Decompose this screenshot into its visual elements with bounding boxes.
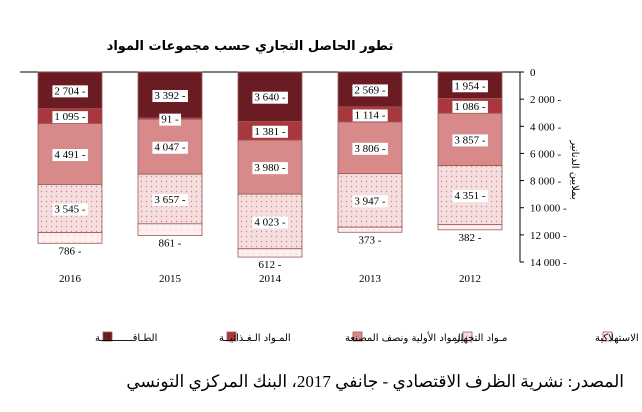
data-label-consumer-2013: 373 -: [359, 234, 382, 246]
bar-segment-consumer-2013: [337, 226, 403, 233]
y-tick-label: 4 000 -: [530, 121, 562, 133]
data-label-raw-2015: 4 047 -: [154, 142, 186, 154]
y-tick-label: 2 000 -: [530, 94, 562, 106]
data-label-food-2015: 91 -: [161, 114, 179, 126]
data-label-bg: [52, 85, 88, 98]
legend-swatch-energy: [102, 331, 113, 342]
legend-label-equipment: مـواد التجهيز: [454, 333, 507, 344]
data-label-raw-2013: 3 806 -: [354, 143, 386, 155]
data-label-bg: [352, 142, 388, 155]
legend-swatch-food: [226, 331, 237, 342]
data-label-food-2014: 1 381 -: [254, 126, 286, 138]
x-tick-label-2014: 2014: [259, 273, 282, 285]
data-label-equipment-2015: 3 657 -: [154, 194, 186, 206]
legend-swatch-consumer: [602, 331, 613, 342]
data-label-energy-2012: 1 954 -: [454, 80, 486, 92]
y-tick-label: 14 000 -: [530, 257, 567, 269]
data-label-energy-2016: 2 704 -: [54, 85, 86, 97]
plot-area: 0 2 000 - 4 000 - 6 000 - 8 000 - 10 000 - 12 …: [20, 67, 580, 285]
bar-segment-raw-2013: [337, 121, 403, 175]
y-tick-label: 8 000 -: [530, 176, 562, 188]
legend-label-consumer: الـمـواد الاستهلاكية: [595, 333, 642, 344]
data-label-bg: [352, 109, 388, 122]
x-tick-label-2015: 2015: [159, 273, 182, 285]
chart-title: تطور الحاصل التجاري حسب مجموعات المواد: [107, 39, 394, 54]
data-label-equipment-2016: 3 545 -: [54, 204, 86, 216]
data-label-bg: [352, 195, 388, 208]
data-label-bg: [52, 203, 88, 216]
stacked-bar-chart: تطور الحاصل التجاري حسب مجموعات المواد 0…: [20, 39, 642, 344]
y-tick-label: 12 000 -: [530, 230, 567, 242]
data-label-energy-2014: 3 640 -: [254, 92, 286, 104]
x-tick-label-2012: 2012: [459, 273, 481, 285]
data-label-bg: [152, 194, 188, 207]
y-tick-label: 6 000 -: [530, 148, 562, 160]
data-label-equipment-2012: 4 351 -: [454, 190, 486, 202]
bar-segment-consumer-2014: [237, 248, 303, 258]
data-label-food-2013: 1 114 -: [355, 109, 386, 121]
legend-label-raw: المواد الأولية ونصف المصنعة: [345, 331, 463, 344]
data-label-bg: [352, 84, 388, 97]
y-axis-label: بملايين الدنانير: [569, 139, 580, 199]
x-tick-label-2016: 2016: [59, 273, 82, 285]
y-tick-label: 0: [530, 67, 536, 79]
x-tick-label-2013: 2013: [359, 273, 382, 285]
y-tick-label: 10 000 -: [530, 203, 567, 215]
data-label-bg: [452, 100, 488, 113]
data-label-bg: [152, 141, 188, 154]
data-label-food-2016: 1 095 -: [54, 111, 86, 123]
data-label-energy-2015: 3 392 -: [154, 90, 186, 102]
data-label-bg: [452, 80, 488, 93]
data-label-bg: [252, 162, 288, 175]
data-label-consumer-2014: 612 -: [259, 259, 282, 271]
data-label-bg: [152, 90, 188, 103]
bar-segment-consumer-2015: [137, 223, 203, 236]
legend-label-food: المـواد الـغـذائيــة: [219, 333, 291, 344]
data-label-equipment-2013: 3 947 -: [354, 195, 386, 207]
legend-swatch-equipment: [462, 331, 473, 342]
data-label-consumer-2015: 861 -: [159, 238, 182, 250]
data-label-raw-2014: 3 980 -: [254, 162, 286, 174]
data-label-food-2012: 1 086 -: [454, 101, 486, 113]
data-label-bg: [52, 149, 88, 162]
data-label-bg: [159, 113, 182, 126]
legend-label-energy: الطـاقـــــــــــة: [95, 333, 157, 344]
data-label-bg: [252, 91, 288, 104]
legend: الطـاقـــــــــــة المـواد الـغـذائيــة ال…: [95, 331, 642, 344]
bar-segment-consumer-2016: [37, 232, 103, 244]
data-label-consumer-2012: 382 -: [459, 232, 482, 244]
data-label-bg: [452, 134, 488, 147]
source-note: المصدر: نشرية الظرف الاقتصادي - جانفي 20…: [126, 372, 624, 391]
data-label-equipment-2014: 4 023 -: [254, 216, 286, 228]
bar-segment-consumer-2012: [437, 224, 503, 231]
data-label-raw-2016: 4 491 -: [54, 149, 86, 161]
bar-segment-energy-2015: [137, 71, 203, 119]
data-label-bg: [52, 111, 88, 124]
data-label-bg: [452, 190, 488, 203]
data-label-bg: [252, 216, 288, 229]
legend-swatch-raw: [352, 331, 363, 342]
data-label-consumer-2016: 786 -: [59, 245, 82, 257]
data-label-energy-2013: 2 569 -: [354, 84, 386, 96]
data-label-bg: [252, 125, 288, 138]
data-label-raw-2012: 3 857 -: [454, 134, 486, 146]
